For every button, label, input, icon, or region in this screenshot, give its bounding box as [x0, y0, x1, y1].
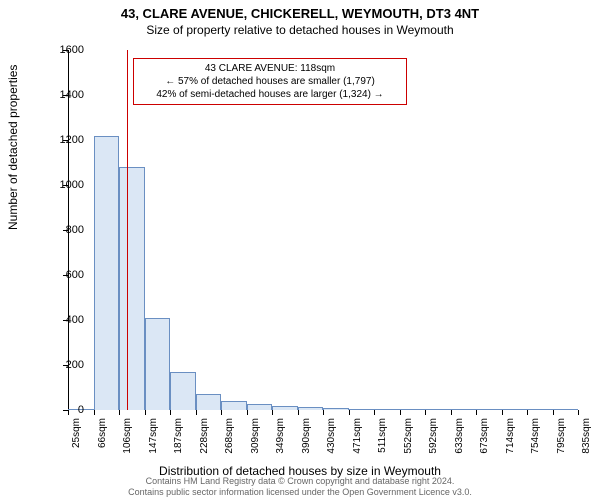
x-tick-mark — [425, 410, 426, 415]
x-tick-label: 349sqm — [275, 418, 286, 463]
x-tick-mark — [374, 410, 375, 415]
histogram-bar — [527, 409, 553, 410]
chart-subtitle: Size of property relative to detached ho… — [0, 21, 600, 37]
chart-container: 43, CLARE AVENUE, CHICKERELL, WEYMOUTH, … — [0, 0, 600, 500]
x-tick-mark — [451, 410, 452, 415]
x-tick-label: 754sqm — [530, 418, 541, 463]
x-tick-label: 187sqm — [173, 418, 184, 463]
footer-attribution: Contains HM Land Registry data © Crown c… — [0, 476, 600, 498]
chart-title: 43, CLARE AVENUE, CHICKERELL, WEYMOUTH, … — [0, 0, 600, 21]
annotation-line: ← 57% of detached houses are smaller (1,… — [140, 75, 400, 88]
histogram-bar — [196, 394, 222, 410]
y-tick-label: 1200 — [44, 134, 84, 146]
x-tick-mark — [119, 410, 120, 415]
x-tick-mark — [170, 410, 171, 415]
x-tick-label: 592sqm — [428, 418, 439, 463]
x-tick-mark — [298, 410, 299, 415]
y-tick-label: 800 — [44, 224, 84, 236]
x-tick-mark — [145, 410, 146, 415]
x-tick-label: 714sqm — [505, 418, 516, 463]
y-tick-label: 200 — [44, 359, 84, 371]
x-tick-mark — [349, 410, 350, 415]
x-tick-label: 228sqm — [199, 418, 210, 463]
histogram-bar — [502, 409, 528, 410]
histogram-bar — [170, 372, 196, 410]
y-tick-label: 1400 — [44, 89, 84, 101]
x-tick-label: 471sqm — [352, 418, 363, 463]
histogram-bar — [374, 409, 400, 410]
x-tick-mark — [553, 410, 554, 415]
x-tick-mark — [272, 410, 273, 415]
histogram-bar — [349, 409, 375, 410]
x-tick-label: 309sqm — [250, 418, 261, 463]
footer-line1: Contains HM Land Registry data © Crown c… — [146, 476, 455, 486]
reference-line — [127, 50, 128, 410]
x-tick-label: 795sqm — [556, 418, 567, 463]
x-tick-label: 552sqm — [403, 418, 414, 463]
histogram-bar — [145, 318, 171, 410]
histogram-bar — [553, 409, 579, 410]
x-tick-label: 25sqm — [71, 418, 82, 463]
x-tick-mark — [323, 410, 324, 415]
x-tick-mark — [400, 410, 401, 415]
histogram-bar — [272, 406, 298, 410]
histogram-bar — [119, 167, 145, 410]
x-tick-label: 268sqm — [224, 418, 235, 463]
x-tick-label: 511sqm — [377, 418, 388, 463]
histogram-bar — [425, 409, 451, 410]
x-tick-label: 66sqm — [97, 418, 108, 463]
histogram-bar — [94, 136, 120, 411]
y-tick-label: 600 — [44, 269, 84, 281]
y-tick-label: 1000 — [44, 179, 84, 191]
x-tick-mark — [221, 410, 222, 415]
y-axis-label: Number of detached properties — [6, 65, 20, 230]
x-tick-label: 835sqm — [581, 418, 592, 463]
y-tick-label: 1600 — [44, 44, 84, 56]
x-tick-label: 147sqm — [148, 418, 159, 463]
histogram-bar — [451, 409, 477, 410]
x-tick-mark — [476, 410, 477, 415]
plot-area: 43 CLARE AVENUE: 118sqm← 57% of detached… — [68, 50, 578, 410]
y-tick-label: 400 — [44, 314, 84, 326]
x-tick-mark — [578, 410, 579, 415]
x-tick-mark — [196, 410, 197, 415]
annotation-box: 43 CLARE AVENUE: 118sqm← 57% of detached… — [133, 58, 407, 105]
histogram-bar — [221, 401, 247, 410]
x-tick-mark — [94, 410, 95, 415]
histogram-bar — [323, 408, 349, 410]
annotation-line: 43 CLARE AVENUE: 118sqm — [140, 62, 400, 75]
histogram-bar — [476, 409, 502, 410]
histogram-bar — [400, 409, 426, 410]
histogram-bar — [298, 407, 324, 410]
x-tick-label: 106sqm — [122, 418, 133, 463]
footer-line2: Contains public sector information licen… — [128, 487, 472, 497]
x-tick-mark — [502, 410, 503, 415]
x-tick-mark — [527, 410, 528, 415]
x-tick-label: 633sqm — [454, 418, 465, 463]
annotation-line: 42% of semi-detached houses are larger (… — [140, 88, 400, 101]
histogram-bar — [247, 404, 273, 410]
x-tick-label: 673sqm — [479, 418, 490, 463]
x-tick-mark — [247, 410, 248, 415]
x-tick-label: 390sqm — [301, 418, 312, 463]
x-tick-label: 430sqm — [326, 418, 337, 463]
y-tick-label: 0 — [44, 404, 84, 416]
